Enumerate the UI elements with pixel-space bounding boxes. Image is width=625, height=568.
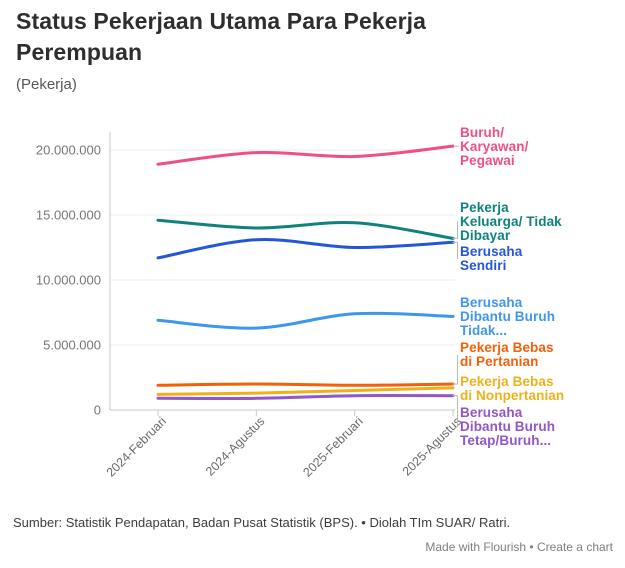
series-label-berusaha-sendiri: Berusaha Sendiri: [460, 244, 523, 273]
series-line-5: [156, 386, 455, 396]
flourish-credit: Made with Flourish • Create a chart: [425, 540, 613, 554]
page-title-line2: Perempuan: [16, 38, 143, 65]
series-label-pekerja-keluarga: Pekerja Keluarga/ Tidak Dibayar: [460, 200, 562, 243]
y-tick-label: 20.000.000: [36, 143, 101, 158]
y-tick-label: 10.000.000: [36, 273, 101, 288]
series-label-pekerja-bebas-nonpertanian: Pekerja Bebas di Nonpertanian: [460, 374, 565, 403]
x-tick-label: 2024-Agustus: [203, 414, 267, 478]
x-tick-label: 2025-Februari: [300, 414, 365, 479]
series-line-2: [156, 237, 455, 260]
x-tick-label: 2025-Agustus: [400, 414, 464, 478]
series-label-pekerja-bebas-pertanian: Pekerja Bebas di Pertanian: [460, 340, 554, 369]
credit-separator: •: [526, 540, 537, 554]
page-title-line1: Status Pekerjaan Utama Para Pekerja: [16, 8, 427, 34]
x-tick-label: 2024-Februari: [104, 414, 169, 479]
page-subtitle: (Pekerja): [16, 76, 77, 93]
series-line-4: [156, 382, 455, 387]
create-a-chart-link[interactable]: Create a chart: [536, 540, 613, 554]
series-label-dibantu-buruh-tetap: Berusaha Dibantu Buruh Tetap/Buruh...: [460, 405, 556, 448]
page-title: Status Pekerjaan Utama Para Pekerja Pere…: [16, 6, 576, 67]
label-connector: [452, 241, 458, 259]
series-line-1: [156, 218, 455, 240]
series-line-6: [156, 394, 455, 400]
label-connector: [452, 395, 458, 427]
source-note: Sumber: Statistik Pendapatan, Badan Pusa…: [13, 515, 511, 530]
y-tick-label: 5.000.000: [43, 338, 101, 353]
y-tick-label: 0: [94, 403, 101, 418]
series-label-buruh-karyawan-pegawai: Buruh/ Karyawan/ Pegawai: [460, 125, 529, 168]
made-with-flourish-link[interactable]: Made with Flourish: [425, 540, 527, 554]
y-tick-label: 15.000.000: [36, 208, 101, 223]
series-line-0: [156, 144, 455, 166]
label-connector: [452, 355, 458, 385]
series-label-dibantu-buruh-tidak-tetap: Berusaha Dibantu Buruh Tidak...: [460, 295, 556, 338]
label-connector: [452, 221, 458, 239]
series-line-3: [156, 311, 455, 330]
